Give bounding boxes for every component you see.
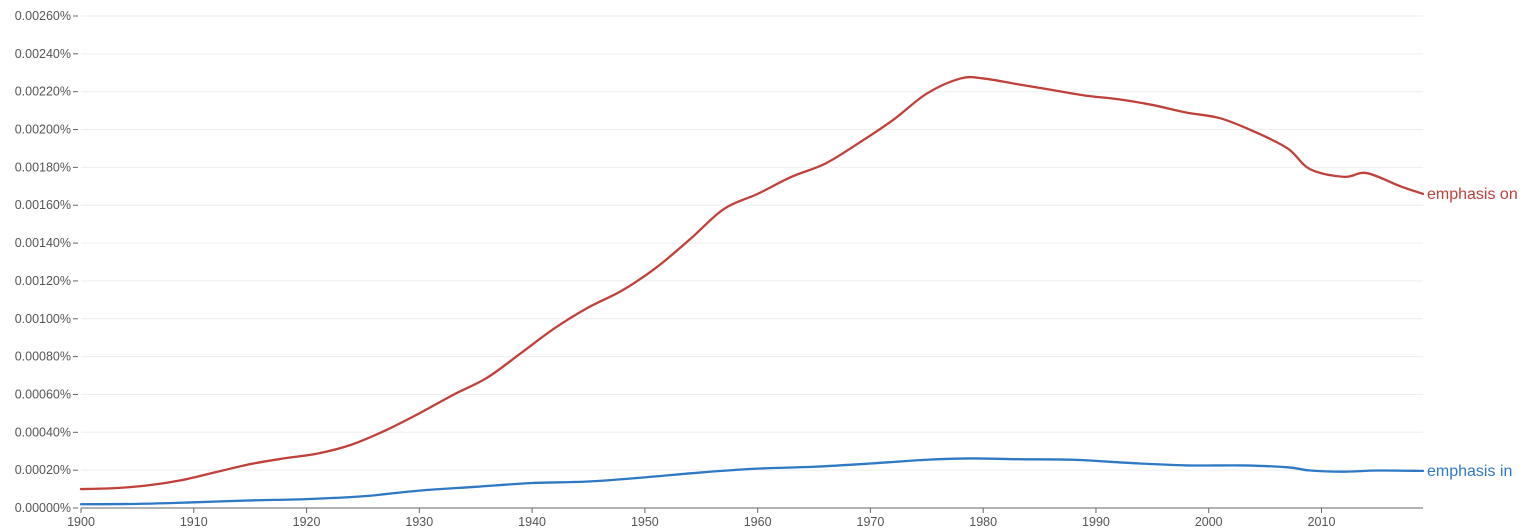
x-tick-label: 1980 — [969, 515, 997, 529]
series-label-emphasis-in[interactable]: emphasis in — [1427, 463, 1512, 480]
y-tick-label: 0.00180% — [15, 160, 71, 174]
grid-layer — [81, 15, 1423, 471]
y-tick-label: 0.00080% — [15, 350, 71, 364]
series-label-emphasis-on[interactable]: emphasis on — [1427, 186, 1518, 203]
x-tick-label: 1970 — [857, 515, 885, 529]
series-layer — [79, 75, 1425, 506]
y-tick-label: 0.00060% — [15, 387, 71, 401]
y-tick-label: 0.00220% — [15, 85, 71, 99]
x-tick-label: 1920 — [293, 515, 321, 529]
y-tick-label: 0.00020% — [15, 463, 71, 477]
y-tick-label: 0.00040% — [15, 425, 71, 439]
x-tick-label: 1960 — [744, 515, 772, 529]
x-tick-label: 1910 — [180, 515, 208, 529]
series-line-emphasis-in[interactable] — [79, 457, 1425, 506]
x-tick-label: 1950 — [631, 515, 659, 529]
y-tick-label: 0.00000% — [15, 501, 71, 515]
y-tick-label: 0.00240% — [15, 47, 71, 61]
y-tick-label: 0.00260% — [15, 9, 71, 23]
x-tick-label: 1940 — [518, 515, 546, 529]
axis-layer — [73, 15, 1423, 513]
y-tick-label: 0.00140% — [15, 236, 71, 250]
y-tick-label: 0.00100% — [15, 312, 71, 326]
x-tick-label: 1990 — [1082, 515, 1110, 529]
x-tick-label: 2000 — [1195, 515, 1223, 529]
x-tick-label: 2010 — [1308, 515, 1336, 529]
y-tick-label: 0.00120% — [15, 274, 71, 288]
y-tick-label: 0.00160% — [15, 198, 71, 212]
y-tick-label: 0.00200% — [15, 123, 71, 137]
series-line-emphasis-on[interactable] — [79, 75, 1425, 491]
x-tick-label: 1900 — [67, 515, 95, 529]
x-tick-label: 1930 — [405, 515, 433, 529]
label-layer: 0.00000% 0.00020% 0.00040% 0.00060% 0.00080%… — [15, 9, 1518, 529]
